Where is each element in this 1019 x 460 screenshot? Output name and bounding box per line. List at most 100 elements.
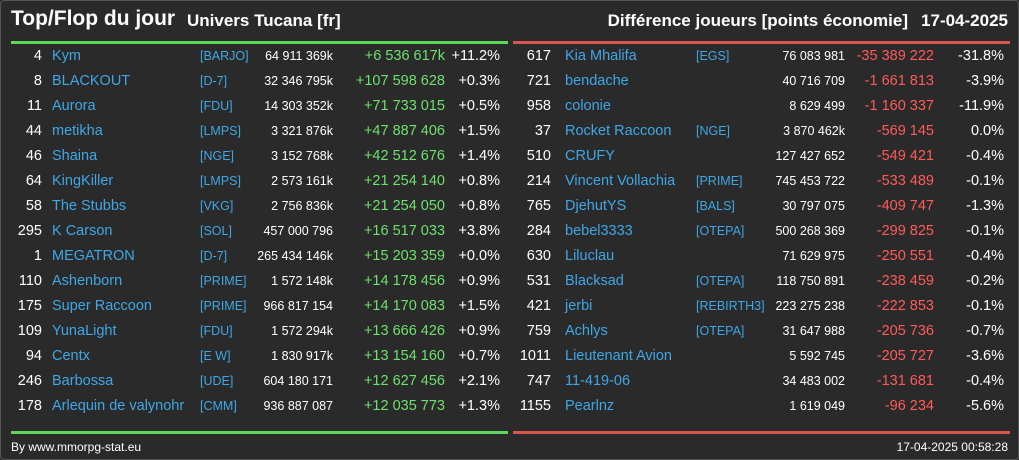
rank: 958 [526, 98, 551, 114]
percent-change: -0.4% [966, 373, 1004, 389]
flop-row: 630 Liluclau 71 629 975 -250 551 -0.4% [513, 244, 1010, 269]
rank: 765 [526, 198, 551, 214]
player-name[interactable]: Centx [52, 348, 90, 364]
rank: 1155 [519, 398, 551, 414]
player-name[interactable]: Blacksad [565, 273, 624, 289]
player-name[interactable]: Achlys [565, 323, 608, 339]
player-name[interactable]: MEGATRON [52, 248, 135, 264]
flop-row: 765 DjehutYS [BALS] 30 797 075 -409 747 -1.3% [513, 194, 1010, 219]
alliance-tag[interactable]: [D-7] [200, 249, 228, 263]
rank: 214 [526, 173, 551, 189]
alliance-tag[interactable]: [BARJO] [200, 49, 249, 63]
total-points: 71 629 975 [782, 249, 845, 263]
rank: 510 [526, 148, 551, 164]
rank: 44 [25, 123, 42, 139]
alliance-tag[interactable]: [OTEPA] [696, 324, 745, 338]
player-name[interactable]: Arlequin de valynohr [52, 398, 185, 414]
alliance-tag[interactable]: [LMPS] [200, 174, 241, 188]
player-name[interactable]: Lieutenant Avion [565, 348, 672, 364]
top-row: 109 YunaLight [FDU] 1 572 294k +13 666 426 +0… [11, 319, 508, 344]
top-row: 64 KingKiller [LMPS] 2 573 161k +21 254 140 +… [11, 169, 508, 194]
flop-row: 1011 Lieutenant Avion 5 592 745 -205 727 -3.… [513, 344, 1010, 369]
player-name[interactable]: jerbi [565, 298, 593, 314]
rank: 747 [526, 373, 551, 389]
player-name[interactable]: Pearlnz [565, 398, 615, 414]
total-points: 32 346 795k [264, 74, 333, 88]
total-points: 265 434 146k [257, 249, 333, 263]
percent-change: +1.5% [458, 298, 500, 314]
points-difference: +21 254 140 [363, 173, 445, 189]
percent-change: +1.3% [458, 398, 500, 414]
player-name[interactable]: DjehutYS [565, 198, 627, 214]
alliance-tag[interactable]: [REBIRTH3] [696, 299, 765, 313]
alliance-tag[interactable]: [NGE] [200, 149, 235, 163]
alliance-tag[interactable]: [FDU] [200, 324, 233, 338]
total-points: 3 870 462k [783, 124, 845, 138]
percent-change: -5.6% [966, 398, 1004, 414]
percent-change: -3.6% [966, 348, 1004, 364]
points-difference: +12 035 773 [363, 398, 445, 414]
percent-change: +11.2% [451, 48, 500, 64]
rank: 37 [534, 123, 551, 139]
top-accent-bar [11, 41, 508, 44]
percent-change: +0.0% [458, 248, 500, 264]
player-name[interactable]: Vincent Vollachia [565, 173, 676, 189]
player-name[interactable]: Shaina [52, 148, 98, 164]
alliance-tag[interactable]: [BALS] [696, 199, 735, 213]
alliance-tag[interactable]: [PRIME] [696, 174, 743, 188]
alliance-tag[interactable]: [NGE] [696, 124, 731, 138]
total-points: 30 797 075 [782, 199, 845, 213]
alliance-tag[interactable]: [PRIME] [200, 274, 247, 288]
percent-change: -31.8% [958, 48, 1004, 64]
player-name[interactable]: Super Raccoon [52, 298, 152, 314]
percent-change: -0.4% [966, 248, 1004, 264]
alliance-tag[interactable]: [OTEPA] [696, 224, 745, 238]
points-difference: +13 666 426 [363, 323, 445, 339]
rank: 46 [25, 148, 42, 164]
rank: 178 [17, 398, 42, 414]
flop-row: 284 bebel3333 [OTEPA] 500 268 369 -299 825 -0… [513, 219, 1010, 244]
player-name[interactable]: YunaLight [52, 323, 117, 339]
alliance-tag[interactable]: [SOL] [200, 224, 232, 238]
player-name[interactable]: Barbossa [52, 373, 114, 389]
total-points: 457 000 796 [263, 224, 333, 238]
alliance-tag[interactable]: [D-7] [200, 74, 228, 88]
player-name[interactable]: Aurora [52, 98, 96, 114]
total-points: 76 083 981 [782, 49, 845, 63]
alliance-tag[interactable]: [OTEPA] [696, 274, 745, 288]
player-name[interactable]: KingKiller [52, 173, 114, 189]
player-name[interactable]: bendache [565, 73, 629, 89]
alliance-tag[interactable]: [UDE] [200, 374, 234, 388]
flop-row: 37 Rocket Raccoon [NGE] 3 870 462k -569 145 0… [513, 119, 1010, 144]
alliance-tag[interactable]: [PRIME] [200, 299, 247, 313]
player-name[interactable]: K Carson [52, 223, 113, 239]
total-points: 936 887 087 [263, 399, 333, 413]
alliance-tag[interactable]: [E W] [200, 349, 231, 363]
alliance-tag[interactable]: [EGS] [696, 49, 730, 63]
top-row: 94 Centx [E W] 1 830 917k +13 154 160 +0.7% [11, 344, 508, 369]
player-name[interactable]: 11-419-06 [565, 373, 631, 389]
rank: 110 [18, 273, 42, 289]
alliance-tag[interactable]: [VKG] [200, 199, 234, 213]
rank: 8 [33, 73, 42, 89]
player-name[interactable]: Kym [52, 48, 81, 64]
percent-change: -11.9% [959, 98, 1004, 114]
alliance-tag[interactable]: [CMM] [200, 399, 237, 413]
player-name[interactable]: metikha [52, 123, 103, 139]
player-name[interactable]: Liluclau [565, 248, 615, 264]
player-name[interactable]: bebel3333 [565, 223, 633, 239]
total-points: 3 321 876k [271, 124, 333, 138]
player-name[interactable]: Rocket Raccoon [565, 123, 672, 139]
alliance-tag[interactable]: [FDU] [200, 99, 233, 113]
player-name[interactable]: BLACKOUT [52, 73, 131, 89]
player-name[interactable]: CRUFY [565, 148, 615, 164]
total-points: 14 303 352k [264, 99, 333, 113]
top-row: 1 MEGATRON [D-7] 265 434 146k +15 203 359 +0.… [11, 244, 508, 269]
flop-row: 721 bendache 40 716 709 -1 661 813 -3.9% [513, 69, 1010, 94]
player-name[interactable]: The Stubbs [52, 198, 127, 214]
player-name[interactable]: Ashenborn [52, 273, 123, 289]
player-name[interactable]: colonie [565, 98, 611, 114]
percent-change: -0.4% [966, 148, 1004, 164]
player-name[interactable]: Kia Mhalifa [565, 48, 637, 64]
alliance-tag[interactable]: [LMPS] [200, 124, 241, 138]
